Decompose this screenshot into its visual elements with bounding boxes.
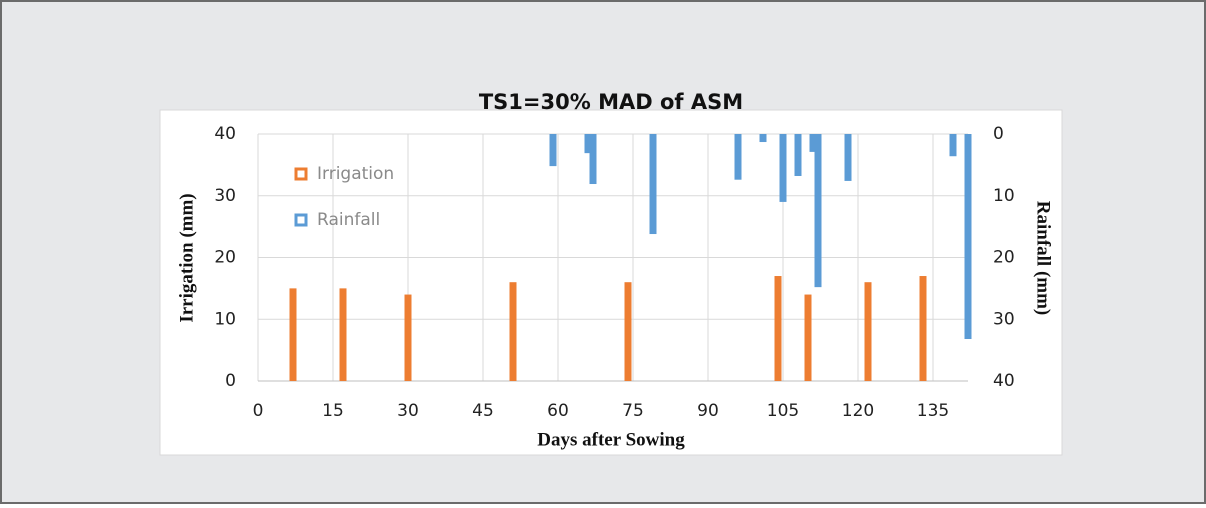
bar — [809, 134, 817, 152]
bar — [404, 294, 412, 381]
bar — [814, 134, 822, 288]
bar — [844, 134, 852, 181]
y-tick-label: 0 — [225, 371, 236, 391]
bar — [509, 282, 517, 381]
bar — [964, 134, 972, 340]
y-tick-label: 10 — [214, 309, 236, 329]
x-tick-label: 135 — [917, 401, 949, 421]
bar — [624, 282, 632, 381]
bar — [804, 294, 812, 381]
bar — [794, 134, 802, 176]
bar — [734, 134, 742, 180]
legend-swatch — [294, 213, 308, 227]
bar — [649, 134, 657, 235]
bar — [339, 288, 347, 381]
bar — [589, 134, 597, 185]
x-tick-label: 120 — [842, 401, 874, 421]
bar — [549, 134, 557, 167]
bar — [774, 276, 782, 381]
y-tick-label: 30 — [214, 186, 236, 206]
y2-axis-label: Rainfall (mm) — [1033, 201, 1054, 316]
x-axis-label: Days after Sowing — [537, 429, 685, 450]
y2-tick-label: 40 — [993, 371, 1015, 391]
y2-tick-label: 0 — [993, 124, 1004, 144]
y-axis-label: Irrigation (mm) — [176, 193, 197, 322]
bar — [919, 276, 927, 381]
x-tick-label: 30 — [397, 401, 419, 421]
x-tick-label: 15 — [322, 401, 344, 421]
x-tick-label: 75 — [622, 401, 644, 421]
bar — [779, 134, 787, 202]
bar — [949, 134, 957, 157]
chart-area — [159, 109, 1063, 456]
legend-label: Irrigation — [317, 164, 394, 184]
legend-label: Rainfall — [317, 210, 380, 230]
bar — [864, 282, 872, 381]
y-tick-label: 20 — [214, 248, 236, 268]
bar — [759, 134, 767, 143]
legend-swatch — [294, 167, 308, 181]
x-tick-label: 60 — [547, 401, 569, 421]
y2-tick-label: 10 — [993, 186, 1015, 206]
y2-tick-label: 20 — [993, 248, 1015, 268]
x-tick-label: 45 — [472, 401, 494, 421]
bar — [289, 288, 297, 381]
bar — [584, 134, 592, 154]
x-tick-label: 90 — [697, 401, 719, 421]
x-tick-label: 105 — [767, 401, 799, 421]
y-tick-label: 40 — [214, 124, 236, 144]
chart-title: TS1=30% MAD of ASM — [479, 90, 743, 114]
y2-tick-label: 30 — [993, 309, 1015, 329]
x-tick-label: 0 — [253, 401, 264, 421]
